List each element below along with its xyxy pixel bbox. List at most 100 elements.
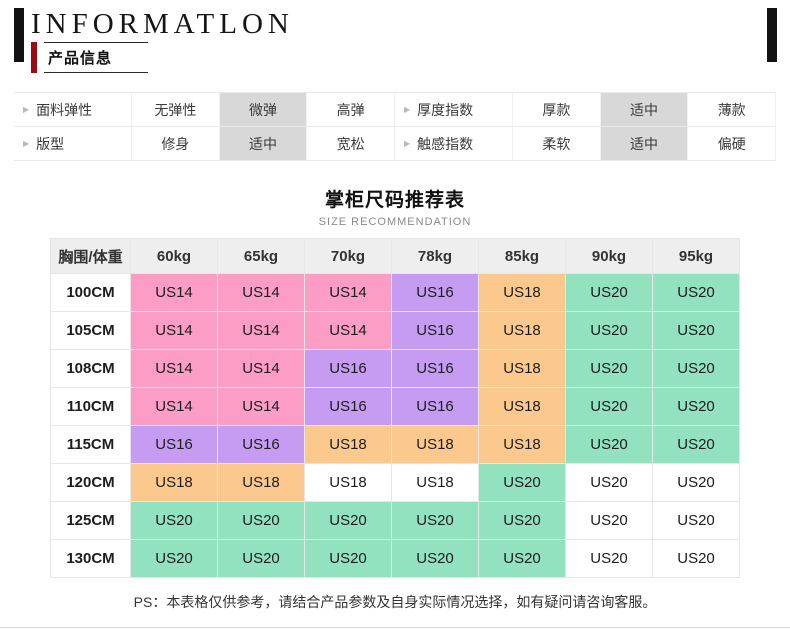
size-cell: US20 <box>565 539 653 578</box>
size-cell: US14 <box>130 311 218 350</box>
attribute-label-text: 面料弹性 <box>36 101 93 118</box>
attribute-option: 无弹性 <box>132 93 220 126</box>
size-cell: US20 <box>565 387 653 426</box>
size-cell: US14 <box>130 387 218 426</box>
size-cell: US20 <box>652 425 740 464</box>
size-table-row: 115CM US16 US16 US18 US18 US18 US20 US20 <box>50 425 740 464</box>
footer-note-text: 本表格仅供参考，请结合产品参数及自身实际情况选择，如有疑问请咨询客服。 <box>166 594 657 610</box>
bust-label-cell: 125CM <box>50 501 131 540</box>
size-cell: US20 <box>652 311 740 350</box>
attribute-option: 修身 <box>132 127 220 160</box>
size-table-row: 125CM US20 US20 US20 US20 US20 US20 US20 <box>50 501 740 540</box>
header-right-bar <box>767 8 777 62</box>
size-cell: US20 <box>391 539 479 578</box>
bust-label-cell: 100CM <box>50 273 131 312</box>
size-cell: US20 <box>217 539 305 578</box>
size-cell: US20 <box>565 349 653 388</box>
weight-header-cell: 78kg <box>391 238 479 274</box>
attribute-label-text: 触感指数 <box>417 135 474 152</box>
triangle-marker-icon: ▶ <box>404 105 411 114</box>
size-cell: US18 <box>478 311 566 350</box>
size-cell: US16 <box>391 387 479 426</box>
size-cell: US16 <box>391 349 479 388</box>
footer-note: PS：本表格仅供参考，请结合产品参数及自身实际情况选择，如有疑问请咨询客服。 <box>0 592 790 612</box>
size-table-head: 胸围/体重 60kg 65kg 70kg 78kg 85kg 90kg 95kg <box>50 238 740 274</box>
size-cell: US14 <box>217 311 305 350</box>
bust-label-cell: 110CM <box>50 387 131 426</box>
size-cell: US14 <box>217 273 305 312</box>
attribute-option-selected: 适中 <box>600 93 689 126</box>
size-table-body: 100CM US14 US14 US14 US16 US18 US20 US20 105CM US… <box>50 273 740 578</box>
page-title: INFORMATLON <box>31 8 294 40</box>
size-cell: US18 <box>478 425 566 464</box>
size-table-row: 100CM US14 US14 US14 US16 US18 US20 US20 <box>50 273 740 312</box>
size-cell: US20 <box>478 463 566 502</box>
attribute-table: ▶ 面料弹性 无弹性 微弹 高弹 ▶ 厚度指数 厚款 适中 薄款 ▶ 版型 修身 适中 宽松 ▶ 触感指数 柔软适… <box>14 92 777 161</box>
size-cell: US18 <box>304 425 392 464</box>
size-cell: US20 <box>565 311 653 350</box>
attribute-option-selected: 适中 <box>600 127 689 160</box>
bust-label-cell: 115CM <box>50 425 131 464</box>
size-cell: US16 <box>304 349 392 388</box>
size-cell: US18 <box>217 463 305 502</box>
bust-label-cell: 105CM <box>50 311 131 350</box>
size-cell: US14 <box>304 311 392 350</box>
attribute-row: ▶ 面料弹性 无弹性 微弹 高弹 ▶ 厚度指数 厚款 适中 薄款 <box>14 93 777 127</box>
size-cell: US18 <box>478 349 566 388</box>
size-cell: US14 <box>130 349 218 388</box>
size-cell: US20 <box>478 501 566 540</box>
size-cell: US14 <box>304 273 392 312</box>
attribute-option-selected: 适中 <box>219 127 308 160</box>
bottom-divider <box>0 627 790 628</box>
size-cell: US20 <box>652 349 740 388</box>
size-cell: US16 <box>391 273 479 312</box>
size-table-row: 120CM US18 US18 US18 US18 US20 US20 US20 <box>50 463 740 502</box>
header: INFORMATLON 产品信息 <box>0 0 790 74</box>
size-table-title: 掌柜尺码推荐表 <box>324 190 465 211</box>
size-cell: US18 <box>391 425 479 464</box>
corner-header-cell: 胸围/体重 <box>50 238 131 274</box>
attribute-label-text: 厚度指数 <box>417 101 474 118</box>
triangle-marker-icon: ▶ <box>23 105 30 114</box>
size-cell: US14 <box>217 387 305 426</box>
size-cell: US20 <box>217 501 305 540</box>
section-label-box: 产品信息 <box>44 42 149 74</box>
size-cell: US18 <box>478 273 566 312</box>
attribute-label: ▶ 面料弹性 <box>14 93 132 126</box>
attribute-label-text: 版型 <box>36 135 65 152</box>
size-cell: US18 <box>304 463 392 502</box>
red-accent-bar <box>31 42 37 74</box>
size-cell: US20 <box>130 501 218 540</box>
size-cell: US20 <box>652 501 740 540</box>
weight-header-cell: 65kg <box>217 238 305 274</box>
attribute-label: ▶ 厚度指数 <box>395 93 514 126</box>
size-cell: US18 <box>130 463 218 502</box>
attribute-option: 厚款 <box>513 93 601 126</box>
section-label-text: 产品信息 <box>48 50 113 68</box>
size-table-subtitle: SIZE RECOMMENDATION <box>318 216 472 228</box>
footer-note-prefix: PS： <box>133 594 167 610</box>
attribute-option: 薄款 <box>688 93 777 126</box>
size-cell: US16 <box>130 425 218 464</box>
weight-header-cell: 95kg <box>652 238 740 274</box>
attribute-option: 偏硬 <box>688 127 777 160</box>
weight-header-cell: 70kg <box>304 238 392 274</box>
weight-header-cell: 60kg <box>130 238 218 274</box>
size-cell: US20 <box>304 501 392 540</box>
size-cell: US18 <box>391 463 479 502</box>
size-cell: US20 <box>565 501 653 540</box>
bust-label-cell: 108CM <box>50 349 131 388</box>
section-label: 产品信息 <box>31 42 149 74</box>
attribute-option: 柔软 <box>513 127 601 160</box>
attribute-option-selected: 微弹 <box>219 93 308 126</box>
size-cell: US20 <box>565 273 653 312</box>
weight-header-cell: 90kg <box>565 238 653 274</box>
attribute-label: ▶ 触感指数 <box>395 127 514 160</box>
size-table-header-row: 胸围/体重 60kg 65kg 70kg 78kg 85kg 90kg 95kg <box>50 238 740 274</box>
weight-header-cell: 85kg <box>478 238 566 274</box>
size-table-row: 130CM US20 US20 US20 US20 US20 US20 US20 <box>50 539 740 578</box>
size-cell: US18 <box>478 387 566 426</box>
size-cell: US20 <box>565 463 653 502</box>
size-cell: US20 <box>652 273 740 312</box>
